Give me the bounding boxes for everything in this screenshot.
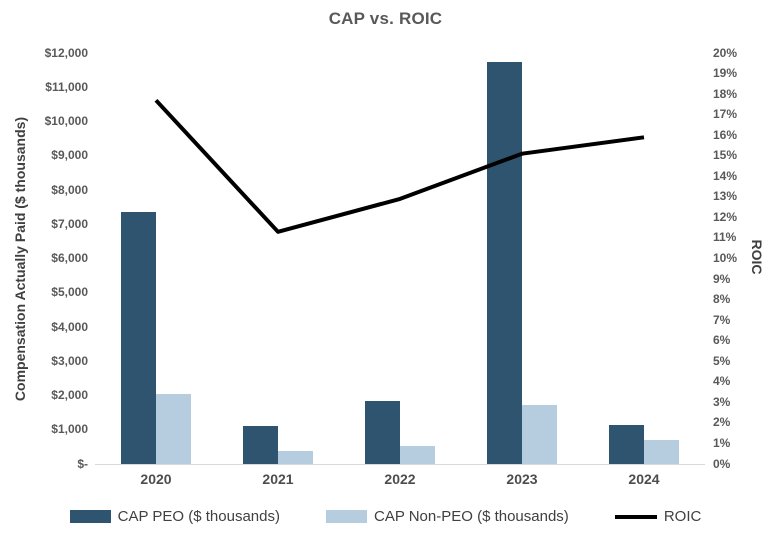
legend-label: CAP Non-PEO ($ thousands): [373, 508, 569, 525]
plot-area: [95, 53, 705, 465]
legend: CAP PEO ($ thousands) CAP Non-PEO ($ thou…: [0, 508, 771, 525]
legend-label: ROIC: [663, 508, 702, 525]
roic-line-layer: [154, 98, 645, 234]
left-tick-4: $8,000: [51, 182, 88, 197]
legend-label: CAP PEO ($ thousands): [117, 508, 280, 525]
bar-cap-nonpeo-2024: [644, 439, 679, 464]
legend-swatch-bar-icon: [69, 510, 111, 523]
bar-cap-peo-2024: [609, 424, 644, 464]
x-axis-label-2024: 2024: [628, 471, 660, 487]
right-tick-6: 14%: [713, 168, 738, 183]
left-tick-5: $7,000: [51, 216, 88, 231]
right-tick-8: 12%: [713, 209, 738, 224]
x-axis-label-2022: 2022: [384, 471, 416, 487]
bar-cap-peo-2022: [365, 400, 400, 464]
right-tick-17: 3%: [713, 394, 731, 409]
chart-title: CAP vs. ROIC: [328, 9, 443, 28]
right-tick-15: 5%: [713, 353, 731, 368]
left-tick-11: $1,000: [51, 422, 88, 437]
legend-swatch-line-icon: [614, 514, 657, 519]
right-tick-1: 19%: [713, 66, 738, 81]
bar-cap-peo-2020: [121, 212, 156, 464]
bar-cap-nonpeo-2023: [522, 404, 557, 464]
right-tick-5: 15%: [713, 148, 738, 163]
left-tick-8: $4,000: [51, 319, 88, 334]
roic-line: [154, 98, 645, 234]
right-tick-10: 10%: [713, 251, 738, 265]
right-tick-11: 9%: [713, 271, 731, 286]
left-tick-9: $3,000: [51, 353, 88, 368]
bar-cap-peo-2023: [487, 62, 522, 464]
right-tick-4: 16%: [713, 127, 738, 142]
left-tick-2: $10,000: [44, 114, 88, 128]
right-tick-13: 7%: [713, 312, 731, 327]
right-tick-3: 17%: [713, 107, 738, 122]
left-tick-12: $-: [77, 456, 88, 471]
bar-cap-peo-2021: [243, 426, 278, 464]
bar-cap-nonpeo-2020: [156, 394, 191, 464]
left-tick-7: $5,000: [51, 285, 88, 300]
right-tick-19: 1%: [713, 435, 731, 450]
left-tick-1: $11,000: [45, 79, 88, 94]
bar-cap-nonpeo-2021: [278, 451, 313, 464]
right-tick-2: 18%: [713, 86, 738, 101]
right-tick-16: 4%: [713, 374, 731, 389]
right-tick-9: 11%: [713, 230, 737, 245]
left-tick-0: $12,000: [44, 45, 88, 60]
legend-swatch-bar-icon: [325, 510, 367, 523]
left-tick-3: $9,000: [51, 148, 88, 163]
bar-cap-nonpeo-2022: [400, 446, 435, 464]
legend-item-2: ROIC: [614, 508, 702, 525]
right-tick-18: 2%: [713, 415, 731, 430]
right-tick-14: 6%: [713, 333, 731, 348]
x-axis-label-2020: 2020: [140, 471, 172, 487]
x-axis-label-2023: 2023: [506, 471, 538, 487]
legend-item-1: CAP Non-PEO ($ thousands): [325, 508, 569, 525]
left-tick-6: $6,000: [51, 251, 88, 265]
right-tick-12: 8%: [713, 292, 731, 307]
right-tick-0: 20%: [713, 45, 738, 60]
right-tick-20: 0%: [713, 456, 731, 471]
right-axis-title-text: ROIC: [749, 239, 765, 275]
x-axis-label-2021: 2021: [262, 471, 294, 487]
left-tick-10: $2,000: [51, 388, 88, 402]
legend-item-0: CAP PEO ($ thousands): [69, 508, 280, 525]
right-tick-7: 13%: [713, 189, 738, 204]
